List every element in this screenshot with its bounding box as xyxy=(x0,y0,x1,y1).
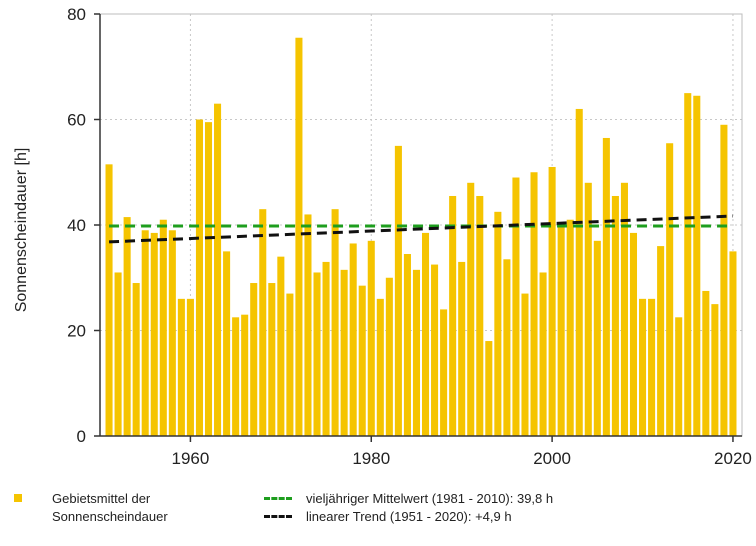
x-tick-labels: 1960 1980 2000 2020 xyxy=(172,449,752,468)
bar xyxy=(648,298,656,436)
legend-mean-label: vieljähriger Mittelwert (1981 - 2010): 3… xyxy=(306,491,554,506)
bar xyxy=(241,314,249,436)
bar xyxy=(693,95,701,436)
chart: 0 20 40 60 80 1960 1980 2000 2020 Sonnenscheind… xyxy=(13,5,752,468)
bar xyxy=(485,341,493,436)
bar xyxy=(268,283,276,436)
bar xyxy=(467,182,475,436)
bar xyxy=(431,264,439,436)
bar xyxy=(684,93,692,436)
y-tick-label: 0 xyxy=(77,427,86,446)
bar xyxy=(548,166,556,436)
bar xyxy=(114,272,122,436)
bar xyxy=(295,37,303,437)
bar xyxy=(195,119,203,436)
bar xyxy=(313,272,321,436)
bar xyxy=(702,290,710,436)
y-tick-label: 40 xyxy=(67,216,86,235)
x-tick-label: 1980 xyxy=(352,449,390,468)
bar xyxy=(729,251,737,436)
trend-line xyxy=(108,214,734,244)
legend-bar-swatch xyxy=(14,494,22,502)
bar xyxy=(602,137,610,436)
y-tick-label: 80 xyxy=(67,5,86,24)
bar xyxy=(639,298,647,436)
bar xyxy=(449,195,457,436)
bar xyxy=(611,195,619,436)
bar xyxy=(629,232,638,436)
bar xyxy=(150,232,158,436)
bar xyxy=(666,143,674,437)
bar xyxy=(376,298,384,436)
y-axis-label: Sonnenscheindauer [h] xyxy=(13,148,30,313)
y-tick-label: 20 xyxy=(67,322,86,341)
bar xyxy=(304,214,312,436)
axes xyxy=(94,13,742,442)
bar xyxy=(566,219,574,436)
bar xyxy=(214,103,222,437)
bar xyxy=(141,230,149,436)
bar xyxy=(557,225,565,436)
bar xyxy=(512,177,520,436)
x-tick-label: 1960 xyxy=(172,449,210,468)
bar xyxy=(476,195,484,436)
legend-bar-label-line1: Gebietsmittel der xyxy=(52,491,151,506)
bar xyxy=(584,182,592,436)
bar xyxy=(232,317,240,436)
bar xyxy=(657,246,665,436)
bar xyxy=(620,182,628,436)
bar xyxy=(503,259,511,436)
y-tick-labels: 0 20 40 60 80 xyxy=(67,5,86,446)
bar xyxy=(277,256,285,436)
bar xyxy=(177,298,185,436)
legend-bar-label-line2: Sonnenscheindauer xyxy=(52,509,168,524)
legend: Gebietsmittel der Sonnenscheindauer viel… xyxy=(0,480,756,546)
y-tick-label: 60 xyxy=(67,111,86,130)
bar xyxy=(105,164,113,436)
bar xyxy=(575,108,583,436)
bar xyxy=(440,309,448,436)
legend-trend-label: linearer Trend (1951 - 2020): +4,9 h xyxy=(306,509,512,524)
bar xyxy=(132,283,140,436)
bar xyxy=(250,283,258,436)
bar xyxy=(711,304,719,436)
bar xyxy=(521,293,529,436)
bar xyxy=(331,209,339,436)
bar xyxy=(168,230,176,436)
bar xyxy=(358,285,366,436)
bar xyxy=(403,254,411,436)
bar xyxy=(186,298,194,436)
reference-lines xyxy=(108,214,734,244)
bar xyxy=(720,124,728,437)
bar xyxy=(349,243,357,436)
bar xyxy=(412,269,421,436)
bar xyxy=(458,261,466,436)
bar xyxy=(223,251,231,436)
bar xyxy=(421,232,430,436)
bar xyxy=(367,240,375,436)
legend-mean-swatch xyxy=(264,497,292,500)
legend-trend-swatch xyxy=(264,515,292,518)
bar xyxy=(494,211,502,436)
bar xyxy=(204,122,213,436)
bar xyxy=(123,217,131,436)
bar xyxy=(675,317,683,436)
bar xyxy=(340,269,348,436)
bar xyxy=(394,145,402,436)
bar xyxy=(385,277,393,436)
bar xyxy=(259,209,267,436)
bar xyxy=(593,240,601,436)
bar xyxy=(159,219,167,436)
bar xyxy=(539,272,547,436)
bars xyxy=(105,37,737,437)
bar xyxy=(530,172,538,436)
x-tick-label: 2000 xyxy=(533,449,571,468)
x-tick-label: 2020 xyxy=(714,449,752,468)
bar xyxy=(322,261,330,436)
bar xyxy=(286,293,294,436)
